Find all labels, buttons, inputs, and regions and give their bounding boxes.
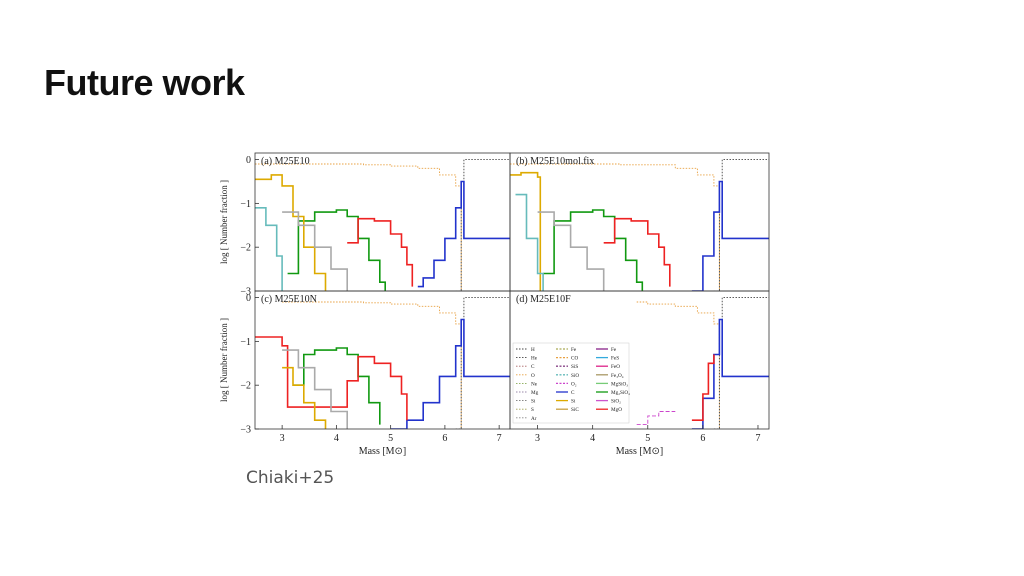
series-line-c [417,180,510,288]
panel-title: (c) M25E10N [261,294,317,305]
panel-frame [254,152,511,292]
y-tick-label: −2 [240,243,251,254]
y-tick-label: 0 [246,155,251,166]
legend-label: MgSiO₃ [611,381,628,387]
legend-label: SiC [571,407,579,413]
y-tick-label: −1 [240,199,251,210]
legend-label: SiO [571,373,579,379]
series-line-sio [515,193,544,291]
legend-label: O [531,373,535,379]
x-tick-label: 3 [280,433,285,444]
series-line-mg2sio4 [293,347,381,425]
series-line-si [282,366,327,429]
y-tick-label: −2 [240,381,251,392]
legend-label: S [531,407,534,413]
series-line-mgo [691,354,715,421]
series-line-fe3o4 [282,349,348,429]
legend-label: Ne [531,381,538,387]
legend-label: Si [531,399,536,405]
legend-label: Ar [531,416,537,422]
legend-label: Mg [531,390,539,396]
x-tick-label: 6 [442,433,447,444]
x-tick-label: 5 [388,433,393,444]
series-line-mg2sio4 [543,209,644,291]
panel-title: (a) M25E10 [261,156,310,167]
legend-label: Fe₃O₄ [611,373,624,379]
legend-label: FeS [611,356,619,362]
chart-figure: (a) M25E10 0 −1 −2 −3 log [ Number fraction ]… [219,152,770,457]
legend-label: Fe [611,347,617,353]
panel-title: (b) M25E10mol.fix [516,156,594,167]
x-tick-label: 3 [535,433,540,444]
legend-label: SiO₂ [611,399,621,405]
x-tick-label: 5 [645,433,650,444]
series-line-mgo [347,217,414,287]
series-line-he [455,297,510,429]
x-tick-label: 4 [334,433,339,444]
x-tick-label: 7 [497,433,502,444]
series-line-he [455,159,510,291]
legend-label: MgO [611,407,622,413]
series-line-fe3o4 [537,211,605,291]
x-tick-label: 6 [700,433,705,444]
legend-box [512,342,630,424]
y-tick-label: −3 [240,425,251,436]
series-line-c [691,180,769,291]
x-tick-label: 4 [590,433,595,444]
x-axis-label: Mass [M⊙] [359,446,407,457]
y-tick-label: 0 [246,293,251,304]
panel-frame [509,290,770,430]
series-line-fe3o4 [282,211,348,291]
legend-label: Si [571,399,576,405]
series-line-mgo [603,217,671,287]
series-line-si [255,174,327,291]
series-line-co [255,163,462,291]
slide-title: Future work [44,62,245,103]
legend-label: O₂ [571,381,577,387]
panel-title: (d) M25E10F [516,294,571,305]
legend-label: Mg₂SiO₄ [611,390,630,396]
legend-label: He [531,356,538,362]
series-line-c [390,318,510,429]
series-line-co [282,301,462,429]
series-line-co [636,301,720,429]
series-line-mg2sio4 [287,209,386,291]
series-line-mgo [255,336,408,421]
legend-label: CO [571,356,578,362]
y-tick-label: −3 [240,287,251,298]
y-axis-label: log [ Number fraction ] [219,180,229,264]
panel-frame [509,152,770,292]
legend-label: C [571,390,575,396]
series-line-he [713,297,769,429]
series-line-co [510,163,720,291]
panel-frame [254,290,511,430]
x-axis-label: Mass [M⊙] [616,446,664,457]
legend-label: C [531,364,535,370]
y-tick-label: −1 [240,337,251,348]
series-line-si [510,171,542,291]
x-tick-label: 7 [755,433,760,444]
series-line-sio [255,207,283,291]
legend-label: SiS [571,364,578,370]
legend-label: H [531,347,535,353]
series-line-sio2 [636,411,676,426]
legend-label: FeO [611,364,620,370]
series-line-he [713,159,769,291]
y-axis-label: log [ Number fraction ] [219,318,229,402]
figure-credit: Chiaki+25 [246,468,335,488]
legend-label: Fe [571,347,577,353]
